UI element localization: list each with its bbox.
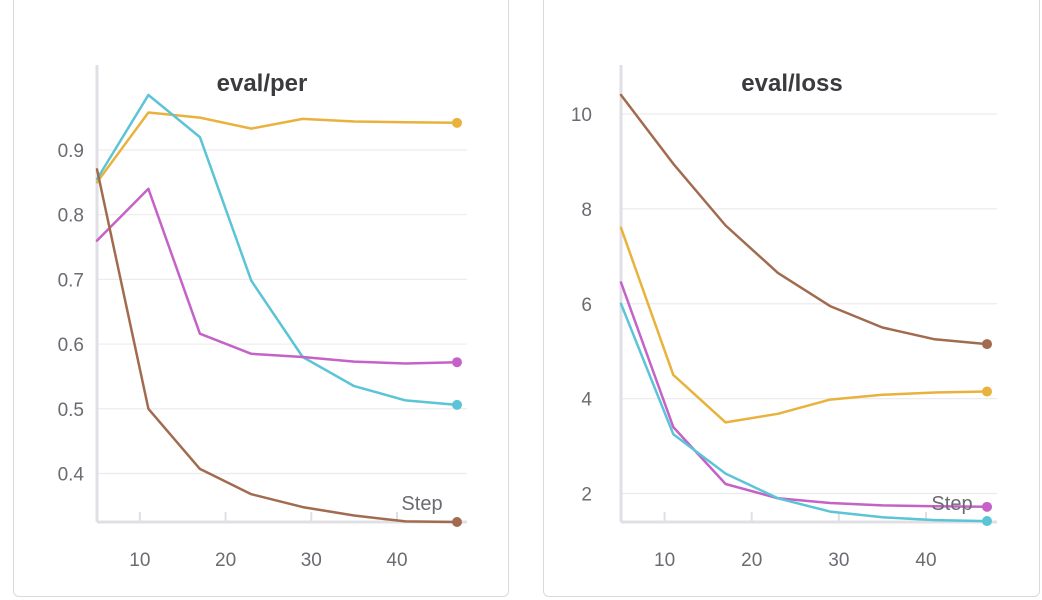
- y-tick-label: 0.6: [58, 335, 84, 356]
- series-line: [95, 93, 459, 407]
- x-tick-label: 10: [129, 550, 150, 571]
- x-axis-label: Step: [401, 493, 442, 515]
- y-tick-label: 8: [581, 200, 592, 221]
- series-line: [95, 168, 459, 524]
- y-tick-label: 10: [571, 105, 592, 126]
- series-line: [619, 226, 989, 424]
- series-end-point: [982, 339, 992, 350]
- chart-title: eval/loss: [741, 70, 842, 97]
- series-end-point: [982, 386, 992, 397]
- x-tick-label: 40: [915, 550, 936, 571]
- series-end-point: [982, 501, 992, 512]
- series-end-point: [982, 516, 992, 527]
- chart-panel-eval-loss: eval/loss 2 4 6 8 10 10 20 30 40 Step: [543, 0, 1040, 597]
- x-axis-label: Step: [931, 493, 972, 515]
- y-tick-label: 0.8: [58, 206, 84, 227]
- x-tick-label: 20: [215, 550, 236, 571]
- series-line: [619, 281, 989, 509]
- series-end-point: [452, 399, 462, 410]
- series-line: [95, 111, 459, 184]
- chart-panel-eval-per: eval/per 0.4 0.5 0.6 0.7 0.8 0.9 10 20 30 40 Step: [13, 0, 509, 597]
- y-tick-label: 6: [581, 295, 592, 316]
- series-end-point: [452, 117, 462, 128]
- x-tick-label: 10: [654, 550, 675, 571]
- y-tick-label: 0.7: [58, 270, 84, 291]
- chart-eval-per: eval/per 0.4 0.5 0.6 0.7 0.8 0.9 10 20 30 40 Step: [58, 65, 467, 571]
- x-tick-label: 30: [301, 550, 322, 571]
- series-end-point: [452, 357, 462, 368]
- chart-title: eval/per: [217, 70, 308, 97]
- y-tick-label: 2: [581, 485, 592, 506]
- x-tick-label: 40: [386, 550, 407, 571]
- series-line: [95, 187, 459, 365]
- series-line: [619, 302, 989, 523]
- x-tick-label: 20: [741, 550, 762, 571]
- y-tick-label: 4: [581, 390, 592, 411]
- series-line: [619, 93, 989, 346]
- x-tick-label: 30: [828, 550, 849, 571]
- y-tick-label: 0.5: [58, 400, 84, 421]
- chart-eval-loss: eval/loss 2 4 6 8 10 10 20 30 40 Step: [571, 65, 997, 571]
- y-tick-label: 0.4: [58, 464, 85, 485]
- y-tick-label: 0.9: [58, 141, 84, 162]
- series-end-point: [452, 517, 462, 527]
